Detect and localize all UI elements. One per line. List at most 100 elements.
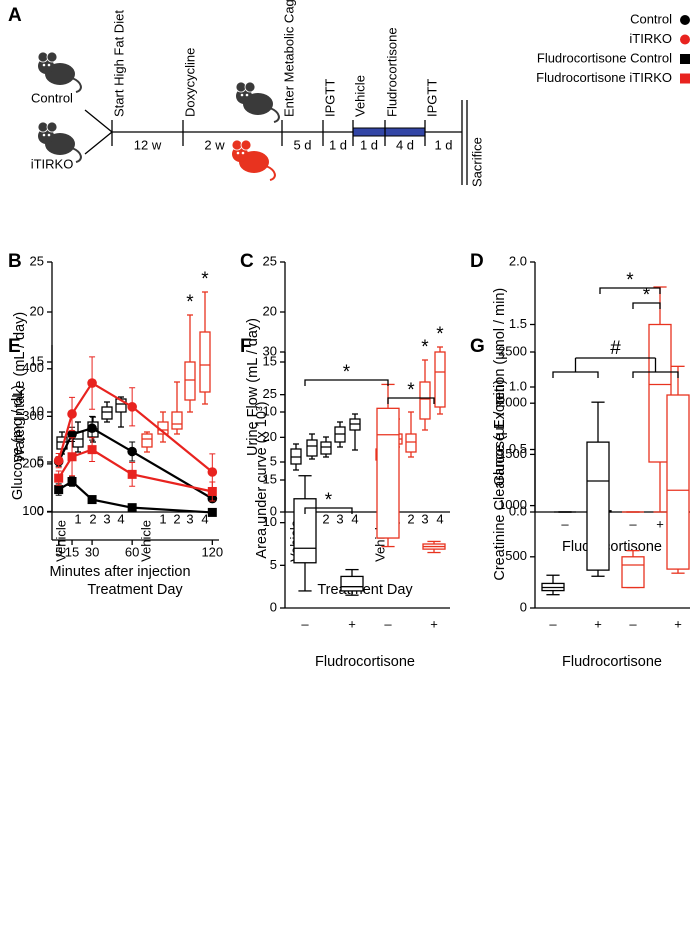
y-tick-label: 20 (263, 429, 277, 444)
x-tick-label: – (301, 616, 309, 631)
significance-mark: * (186, 292, 194, 313)
y-axis-label: Glucose Excretion (μmol / min) (492, 288, 508, 487)
significance-mark: * (421, 337, 429, 358)
panel-letter: E (8, 336, 21, 357)
data-point (67, 477, 77, 486)
mouse-ear (235, 81, 247, 93)
x-tick-label: 2 (407, 511, 414, 526)
y-tick-label: 10 (263, 403, 277, 418)
legend-label: Fludrocortisone Control (537, 50, 672, 65)
y-axis-label: Water Intake (mL / day) (12, 312, 28, 462)
y-tick-label: 5 (37, 453, 44, 468)
y-tick-label: 1500 (498, 446, 527, 461)
mouse-icon (235, 81, 280, 123)
mouse-ear (240, 139, 252, 151)
y-axis-label: Urine Flow (mL / day) (245, 318, 261, 456)
y-tick-label: 200 (22, 455, 44, 470)
data-point (67, 429, 77, 440)
x-axis-label: Fludrocortisone (315, 654, 415, 670)
panel-letter: B (8, 251, 22, 272)
x-tick-label: 2 (89, 511, 96, 526)
y-tick-label: 1.5 (509, 316, 527, 331)
box (171, 411, 183, 430)
y-tick-label: 0 (270, 503, 277, 518)
data-point (87, 495, 97, 505)
y-tick-label: 0.5 (509, 441, 527, 456)
box (306, 439, 318, 457)
group-label: Control (31, 90, 73, 105)
mouse-ear (46, 121, 58, 133)
box (648, 323, 672, 463)
mouse-eye (47, 63, 51, 67)
significance-bracket (304, 507, 353, 514)
mouse-eye (236, 151, 240, 155)
mouse-eye (42, 63, 46, 67)
x-tick-label: 3 (336, 511, 343, 526)
x-tick-label: + (656, 516, 664, 531)
x-axis-label: Fludrocortisone (562, 539, 662, 555)
mouse-eye (241, 151, 245, 155)
mouse-tail (269, 107, 280, 123)
x-axis-label: Fludrocortisone (562, 654, 662, 670)
mouse-tail (71, 147, 82, 163)
data-point (54, 485, 64, 495)
data-point (87, 378, 97, 388)
event-label: IPGTT (322, 79, 337, 117)
event-label: Sacrifice (469, 137, 484, 187)
panel-letter: A (8, 5, 22, 26)
significance-mark: # (610, 338, 621, 359)
data-point (53, 455, 64, 466)
x-tick-label: Vehicle (138, 520, 153, 562)
y-tick-label: 1.0 (509, 378, 527, 393)
legend-label: Control (630, 11, 672, 26)
panel-letter: F (240, 336, 252, 357)
event-label: Vehicle (352, 75, 367, 117)
x-tick-label: 3 (421, 511, 428, 526)
x-axis-label: Treatment Day (87, 582, 183, 598)
x-tick-label: 4 (117, 511, 124, 526)
x-tick-label: 1 (74, 511, 81, 526)
x-tick-label: Vehicle (53, 520, 68, 562)
mouse-ear (244, 81, 256, 93)
significance-bracket (552, 371, 599, 378)
box (184, 361, 196, 401)
data-point (127, 446, 137, 457)
event-label: Doxycycline (182, 48, 197, 117)
group-label: iTIRKO (31, 156, 74, 171)
event-label: Enter Metabolic Cages (281, 0, 296, 117)
y-tick-label: 400 (22, 360, 44, 375)
y-tick-label: 25 (263, 253, 277, 268)
x-tick-label: 120 (201, 544, 223, 559)
box (199, 331, 211, 393)
mouse-tail (265, 165, 276, 181)
y-axis-label: Area under curve (x 10³) (254, 401, 270, 558)
mouse-icon (231, 139, 276, 181)
x-axis-label: Treatment Day (317, 582, 413, 598)
significance-bracket (599, 287, 661, 294)
x-tick-label: + (348, 616, 356, 631)
event-label: Fludrocortisone (384, 27, 399, 117)
significance-mark: * (407, 380, 415, 401)
box (621, 556, 645, 589)
y-tick-label: 100 (22, 503, 44, 518)
y-axis-label: Glucose (mg / dL) (10, 385, 26, 500)
data-point (54, 473, 64, 483)
significance-bracket (632, 302, 661, 309)
x-tick-label: – (629, 516, 637, 531)
duration-label: 1 d (434, 137, 452, 152)
significance-mark: * (201, 269, 209, 290)
x-tick-label: 30 (85, 544, 99, 559)
y-tick-label: 15 (30, 353, 44, 368)
x-tick-label: 2 (173, 511, 180, 526)
data-point (67, 452, 77, 462)
mouse-icon (37, 51, 82, 93)
timeline-branch (84, 131, 113, 155)
event-label: IPGTT (424, 79, 439, 117)
y-tick-label: 0 (520, 599, 527, 614)
duration-label: 12 w (134, 137, 162, 152)
box (293, 498, 317, 564)
data-point (207, 486, 217, 496)
x-tick-label: 3 (186, 511, 193, 526)
y-tick-label: 25 (30, 253, 44, 268)
x-tick-label: 5 (55, 544, 62, 559)
